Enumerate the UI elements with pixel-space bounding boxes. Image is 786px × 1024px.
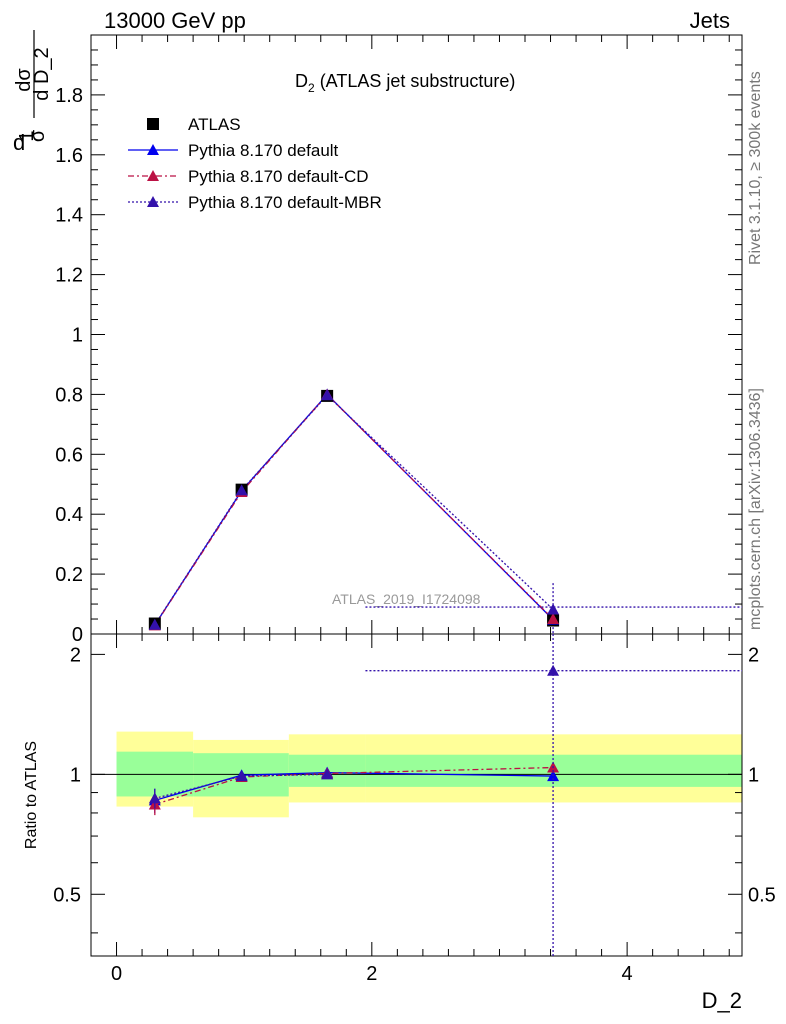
chart-title: D2 (ATLAS jet substructure) xyxy=(295,71,515,95)
series-marker-2 xyxy=(235,484,248,496)
x-axis-label: D_2 xyxy=(702,988,742,1013)
y-tick-label: 1.8 xyxy=(55,85,83,107)
y-tick-label: 1.4 xyxy=(55,205,83,227)
ratio-tick-label: 0.5 xyxy=(53,884,81,906)
series-marker-2 xyxy=(321,389,334,401)
ratio-frame xyxy=(90,633,743,957)
y-axis-label: d 1 σ dσ d D_2 xyxy=(13,30,53,155)
ratio-tick-label: 1 xyxy=(70,764,81,786)
x-tick-label: 2 xyxy=(366,963,377,985)
ratio-marker-2 xyxy=(235,770,248,782)
series-marker-1 xyxy=(547,613,560,625)
y-tick-label: 0.8 xyxy=(55,384,83,406)
y-tick-label: 0 xyxy=(72,624,83,646)
title-main: D xyxy=(295,71,308,91)
legend-marker-1 xyxy=(147,144,159,155)
ratio-panel: 0 2 4 0.5 0.5 1 1 2 2 xyxy=(53,633,776,985)
title-sub: 2 xyxy=(308,81,315,95)
legend-marker-3 xyxy=(147,196,159,207)
ratio-tick-label-right: 1 xyxy=(748,764,759,786)
y-tick-label: 0.6 xyxy=(55,444,83,466)
series-line-2 xyxy=(154,394,554,626)
ratio-marker-2 xyxy=(148,792,161,804)
header-right: Jets xyxy=(690,8,730,33)
ratio-line-1 xyxy=(154,766,554,806)
ratio-ylabel: Ratio to ATLAS xyxy=(23,741,40,849)
y-tick-label: 1.2 xyxy=(55,265,83,287)
series-marker-2 xyxy=(148,618,161,630)
main-panel: 0 0.2 0.4 0.6 0.8 1 1.2 1.4 1.6 1.8 ATLAS_2019_I17… xyxy=(55,34,743,646)
mcplots-label: mcplots.cern.ch [arXiv:1306.3436] xyxy=(747,388,764,630)
series-marker-2 xyxy=(547,603,560,615)
ylabel-pre-den: σ xyxy=(27,129,49,142)
legend-marker-2 xyxy=(147,170,159,181)
ylabel-pre-num: 1 xyxy=(16,130,38,141)
legend-marker-atlas xyxy=(147,118,159,130)
analysis-label: ATLAS_2019_I1724098 xyxy=(332,591,481,607)
legend-label-3: Pythia 8.170 default-MBR xyxy=(188,193,382,212)
y-tick-label: 0.4 xyxy=(55,504,83,526)
x-tick-label: 4 xyxy=(622,963,633,985)
rivet-label: Rivet 3.1.10, ≥ 300k events xyxy=(747,71,764,265)
ratio-tick-label-right: 2 xyxy=(748,644,759,666)
ylabel-d: d xyxy=(13,130,25,155)
ylabel-num: dσ xyxy=(13,68,35,92)
legend-label-1: Pythia 8.170 default xyxy=(188,141,339,160)
header-left: 13000 GeV pp xyxy=(104,8,246,33)
legend: ATLAS Pythia 8.170 default Pythia 8.170 de… xyxy=(128,115,382,212)
series-line-1 xyxy=(154,393,554,626)
x-tick-label: 0 xyxy=(111,963,122,985)
y-tick-label: 1 xyxy=(72,325,83,347)
ratio-tick-label: 2 xyxy=(70,644,81,666)
legend-label-0: ATLAS xyxy=(188,115,241,134)
legend-label-2: Pythia 8.170 default-CD xyxy=(188,167,369,186)
y-tick-label: 1.6 xyxy=(55,145,83,167)
title-rest: (ATLAS jet substructure) xyxy=(315,71,516,91)
ylabel-den: d D_2 xyxy=(31,47,53,100)
ratio-tick-label-right: 0.5 xyxy=(748,884,776,906)
ratio-marker-2 xyxy=(321,768,334,780)
y-tick-label: 0.2 xyxy=(55,564,83,586)
